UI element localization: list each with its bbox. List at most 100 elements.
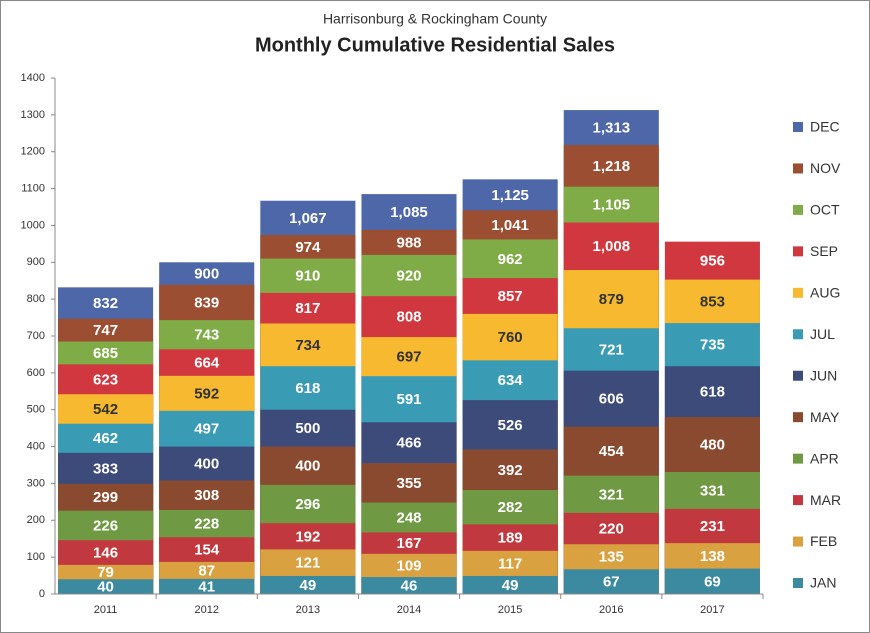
y-tick-label: 0 xyxy=(39,588,45,600)
value-label: 743 xyxy=(194,327,219,344)
x-tick-label: 2017 xyxy=(700,604,724,616)
value-label: 697 xyxy=(396,349,421,366)
value-label: 1,008 xyxy=(593,238,631,255)
legend-label: MAR xyxy=(810,492,841,508)
value-label: 606 xyxy=(599,391,624,408)
value-label: 138 xyxy=(700,548,725,565)
value-label: 808 xyxy=(396,309,421,326)
value-label: 1,218 xyxy=(593,158,631,175)
legend-swatch xyxy=(793,204,803,215)
value-label: 853 xyxy=(700,293,725,310)
legend-label: MAY xyxy=(810,409,840,425)
y-tick-label: 600 xyxy=(27,367,45,379)
value-label: 623 xyxy=(93,371,118,388)
x-tick-label: 2012 xyxy=(194,604,218,616)
value-label: 46 xyxy=(401,577,418,594)
value-label: 839 xyxy=(194,294,219,311)
y-tick-label: 1000 xyxy=(21,219,45,231)
x-tick-label: 2016 xyxy=(599,604,623,616)
y-tick-label: 1300 xyxy=(21,109,45,121)
value-label: 1,313 xyxy=(593,120,631,137)
legend-label: NOV xyxy=(810,160,841,176)
value-label: 500 xyxy=(295,420,320,437)
y-tick-label: 100 xyxy=(27,551,45,563)
y-tick-label: 800 xyxy=(27,293,45,305)
legend-swatch xyxy=(793,163,803,174)
legend-label: SEP xyxy=(810,243,838,259)
value-label: 591 xyxy=(396,391,421,408)
value-label: 248 xyxy=(396,509,421,526)
value-label: 900 xyxy=(194,265,219,282)
value-label: 355 xyxy=(396,475,421,492)
bar xyxy=(58,579,154,594)
value-label: 308 xyxy=(194,487,219,504)
legend-label: OCT xyxy=(810,202,840,218)
x-tick-label: 2015 xyxy=(498,604,522,616)
value-label: 910 xyxy=(295,268,320,285)
value-label: 962 xyxy=(498,251,523,268)
bar xyxy=(462,575,558,594)
value-label: 1,105 xyxy=(593,197,631,214)
value-label: 226 xyxy=(93,517,118,534)
legend-label: APR xyxy=(810,450,839,466)
value-label: 282 xyxy=(498,499,523,516)
y-tick-label: 300 xyxy=(27,477,45,489)
y-tick-label: 900 xyxy=(27,256,45,268)
value-label: 189 xyxy=(498,530,523,547)
value-label: 400 xyxy=(295,458,320,475)
value-label: 135 xyxy=(599,549,624,566)
value-label: 117 xyxy=(498,555,522,572)
y-tick-label: 1200 xyxy=(21,146,45,158)
legend-label: DEC xyxy=(810,119,840,135)
value-label: 747 xyxy=(93,322,118,339)
value-label: 146 xyxy=(93,545,118,562)
value-label: 231 xyxy=(700,518,725,535)
value-label: 618 xyxy=(295,380,320,397)
value-label: 920 xyxy=(396,268,421,285)
bar xyxy=(563,569,659,594)
chart-title: Monthly Cumulative Residential Sales xyxy=(255,34,615,56)
legend-label: FEB xyxy=(810,533,837,549)
bar xyxy=(159,578,255,594)
value-label: 454 xyxy=(599,443,625,460)
value-label: 497 xyxy=(194,421,219,438)
value-label: 87 xyxy=(198,562,215,579)
value-label: 462 xyxy=(93,430,118,447)
value-label: 592 xyxy=(194,385,219,402)
bar xyxy=(361,577,457,594)
value-label: 480 xyxy=(700,437,725,454)
value-label: 1,041 xyxy=(491,217,529,234)
legend-swatch xyxy=(793,122,803,132)
legend-swatch xyxy=(793,578,803,588)
value-label: 664 xyxy=(194,355,220,372)
legend-swatch xyxy=(793,495,803,506)
value-label: 735 xyxy=(700,337,725,354)
value-label: 879 xyxy=(599,291,624,308)
value-label: 974 xyxy=(295,239,321,256)
legend-label: JUL xyxy=(810,326,835,342)
value-label: 40 xyxy=(97,579,114,596)
value-label: 956 xyxy=(700,253,725,270)
y-tick-label: 1400 xyxy=(21,72,45,84)
value-label: 817 xyxy=(295,300,320,317)
value-label: 109 xyxy=(396,557,421,574)
legend-swatch xyxy=(793,453,803,464)
value-label: 1,125 xyxy=(491,187,529,204)
value-label: 400 xyxy=(194,455,219,472)
y-tick-label: 400 xyxy=(27,440,45,452)
value-label: 220 xyxy=(599,521,624,538)
value-label: 49 xyxy=(502,577,519,594)
x-tick-label: 2013 xyxy=(296,604,320,616)
legend-label: JAN xyxy=(810,575,836,591)
value-label: 67 xyxy=(603,574,620,591)
chart-subtitle: Harrisonburg & Rockingham County xyxy=(323,11,547,27)
value-label: 228 xyxy=(194,516,219,533)
legend-swatch xyxy=(793,536,803,547)
value-label: 1,085 xyxy=(390,204,428,221)
y-tick-label: 1100 xyxy=(21,182,45,194)
value-label: 542 xyxy=(93,401,118,418)
value-label: 634 xyxy=(498,372,524,389)
value-label: 721 xyxy=(599,341,624,358)
legend-label: AUG xyxy=(810,285,840,301)
